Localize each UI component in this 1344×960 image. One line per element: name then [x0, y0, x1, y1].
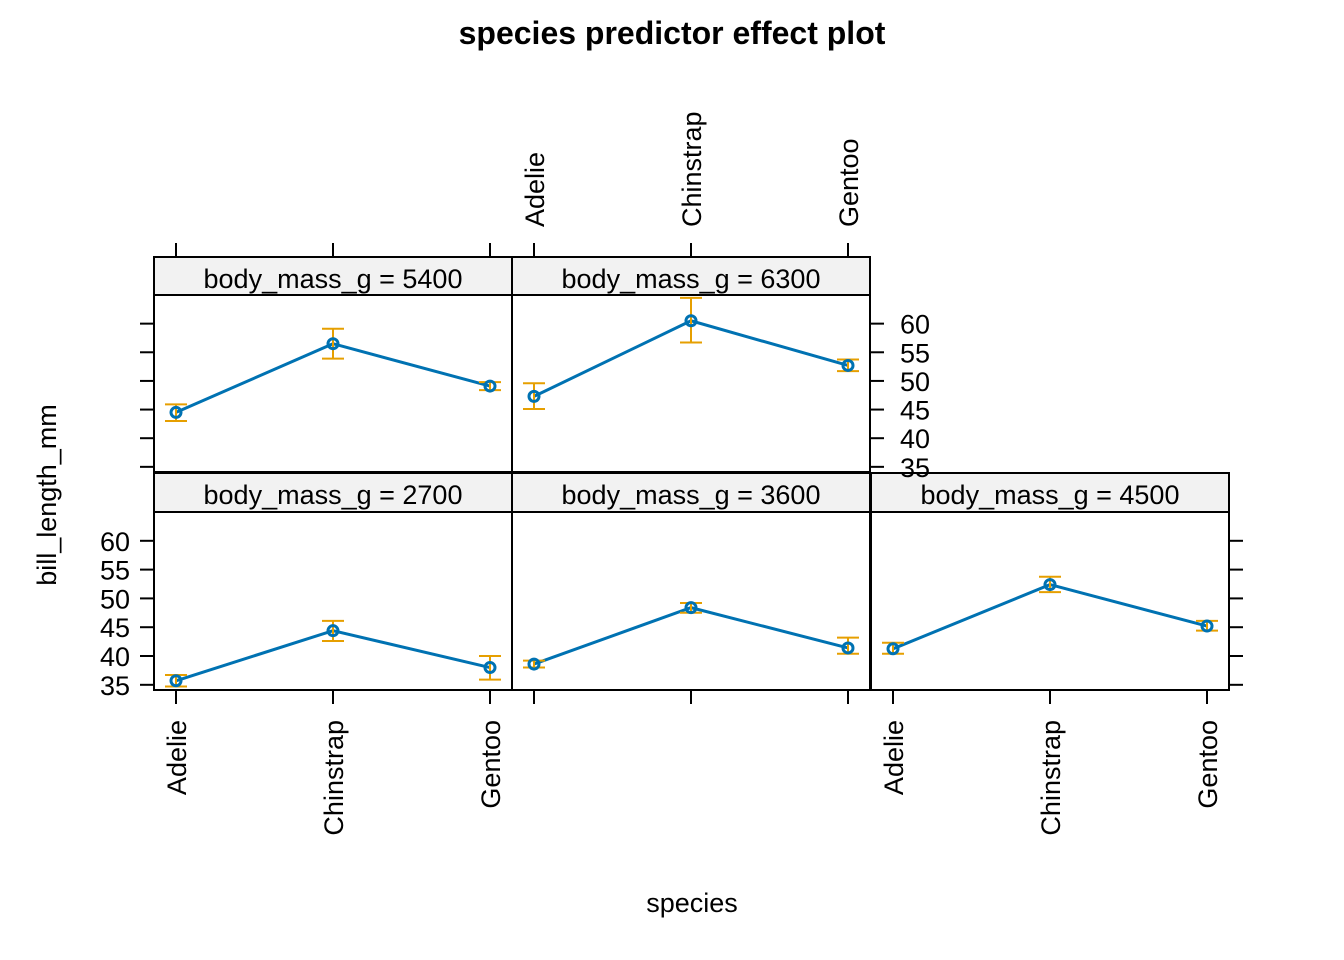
x-tick-label: Adelie: [520, 152, 550, 227]
fit-point: [1043, 578, 1057, 592]
strip: [153, 472, 513, 513]
strip: [511, 256, 871, 296]
strip-label: body_mass_g = 2700: [204, 480, 463, 510]
x-tick-label: Chinstrap: [677, 111, 707, 227]
panel: body_mass_g = 3600: [511, 472, 871, 704]
x-axis-label: species: [646, 888, 738, 918]
panel-frame: [153, 511, 513, 691]
fit-point: [169, 405, 183, 419]
strip-label: body_mass_g = 6300: [562, 264, 821, 294]
panel-frame: [153, 294, 513, 473]
x-tick-label: Gentoo: [1193, 720, 1223, 809]
fit-point: [1200, 619, 1214, 633]
y-tick-label: 40: [100, 642, 130, 672]
y-axis-label: bill_length_mm: [32, 404, 62, 586]
panel-frame: [870, 511, 1230, 691]
x-tick-label: Chinstrap: [319, 720, 349, 836]
strip-label: body_mass_g = 5400: [204, 264, 463, 294]
y-tick-label: 60: [100, 527, 130, 557]
fit-point: [326, 624, 340, 638]
fit-point: [483, 379, 497, 393]
x-tick-label: Adelie: [879, 720, 909, 795]
fit-point: [326, 337, 340, 351]
chart-title: species predictor effect plot: [459, 15, 886, 51]
y-tick-label: 50: [900, 367, 930, 397]
fit-point: [527, 389, 541, 403]
panel-frame: [511, 294, 871, 473]
panel: body_mass_g = 5400: [140, 243, 513, 473]
fit-point: [841, 358, 855, 372]
fit-point: [527, 657, 541, 671]
y-tick-label: 45: [900, 396, 930, 426]
fit-line: [892, 583, 1208, 651]
fit-point: [841, 641, 855, 655]
fit-line: [533, 606, 849, 666]
x-tick-label: Chinstrap: [1036, 720, 1066, 836]
y-tick-label: 35: [100, 671, 130, 701]
y-tick-label: 35: [900, 453, 930, 483]
fit-point: [483, 661, 497, 675]
fit-point: [684, 601, 698, 615]
panel: body_mass_g = 2700 Adelie Chinstrap Gentoo 3…: [100, 472, 513, 836]
fit-point: [169, 674, 183, 688]
strip-label: body_mass_g = 3600: [562, 480, 821, 510]
strip-label: body_mass_g = 4500: [921, 480, 1180, 510]
x-tick-label: Adelie: [162, 720, 192, 795]
y-tick-label: 40: [900, 424, 930, 454]
x-tick-label: Gentoo: [476, 720, 506, 809]
strip: [153, 256, 513, 296]
y-tick-label: 55: [100, 556, 130, 586]
fit-point: [886, 642, 900, 656]
y-tick-label: 55: [900, 338, 930, 368]
y-tick-label: 50: [100, 584, 130, 614]
fit-point: [684, 314, 698, 328]
x-tick-label: Gentoo: [834, 138, 864, 227]
panel: body_mass_g = 4500 Adelie Chinstrap Gentoo: [870, 472, 1243, 836]
y-tick-label: 60: [900, 310, 930, 340]
strip: [870, 472, 1230, 513]
panel: body_mass_g = 6300 Adelie Chinstrap Gentoo 3…: [511, 111, 930, 483]
panel-frame: [511, 511, 871, 691]
y-tick-label: 45: [100, 613, 130, 643]
strip: [511, 472, 871, 513]
